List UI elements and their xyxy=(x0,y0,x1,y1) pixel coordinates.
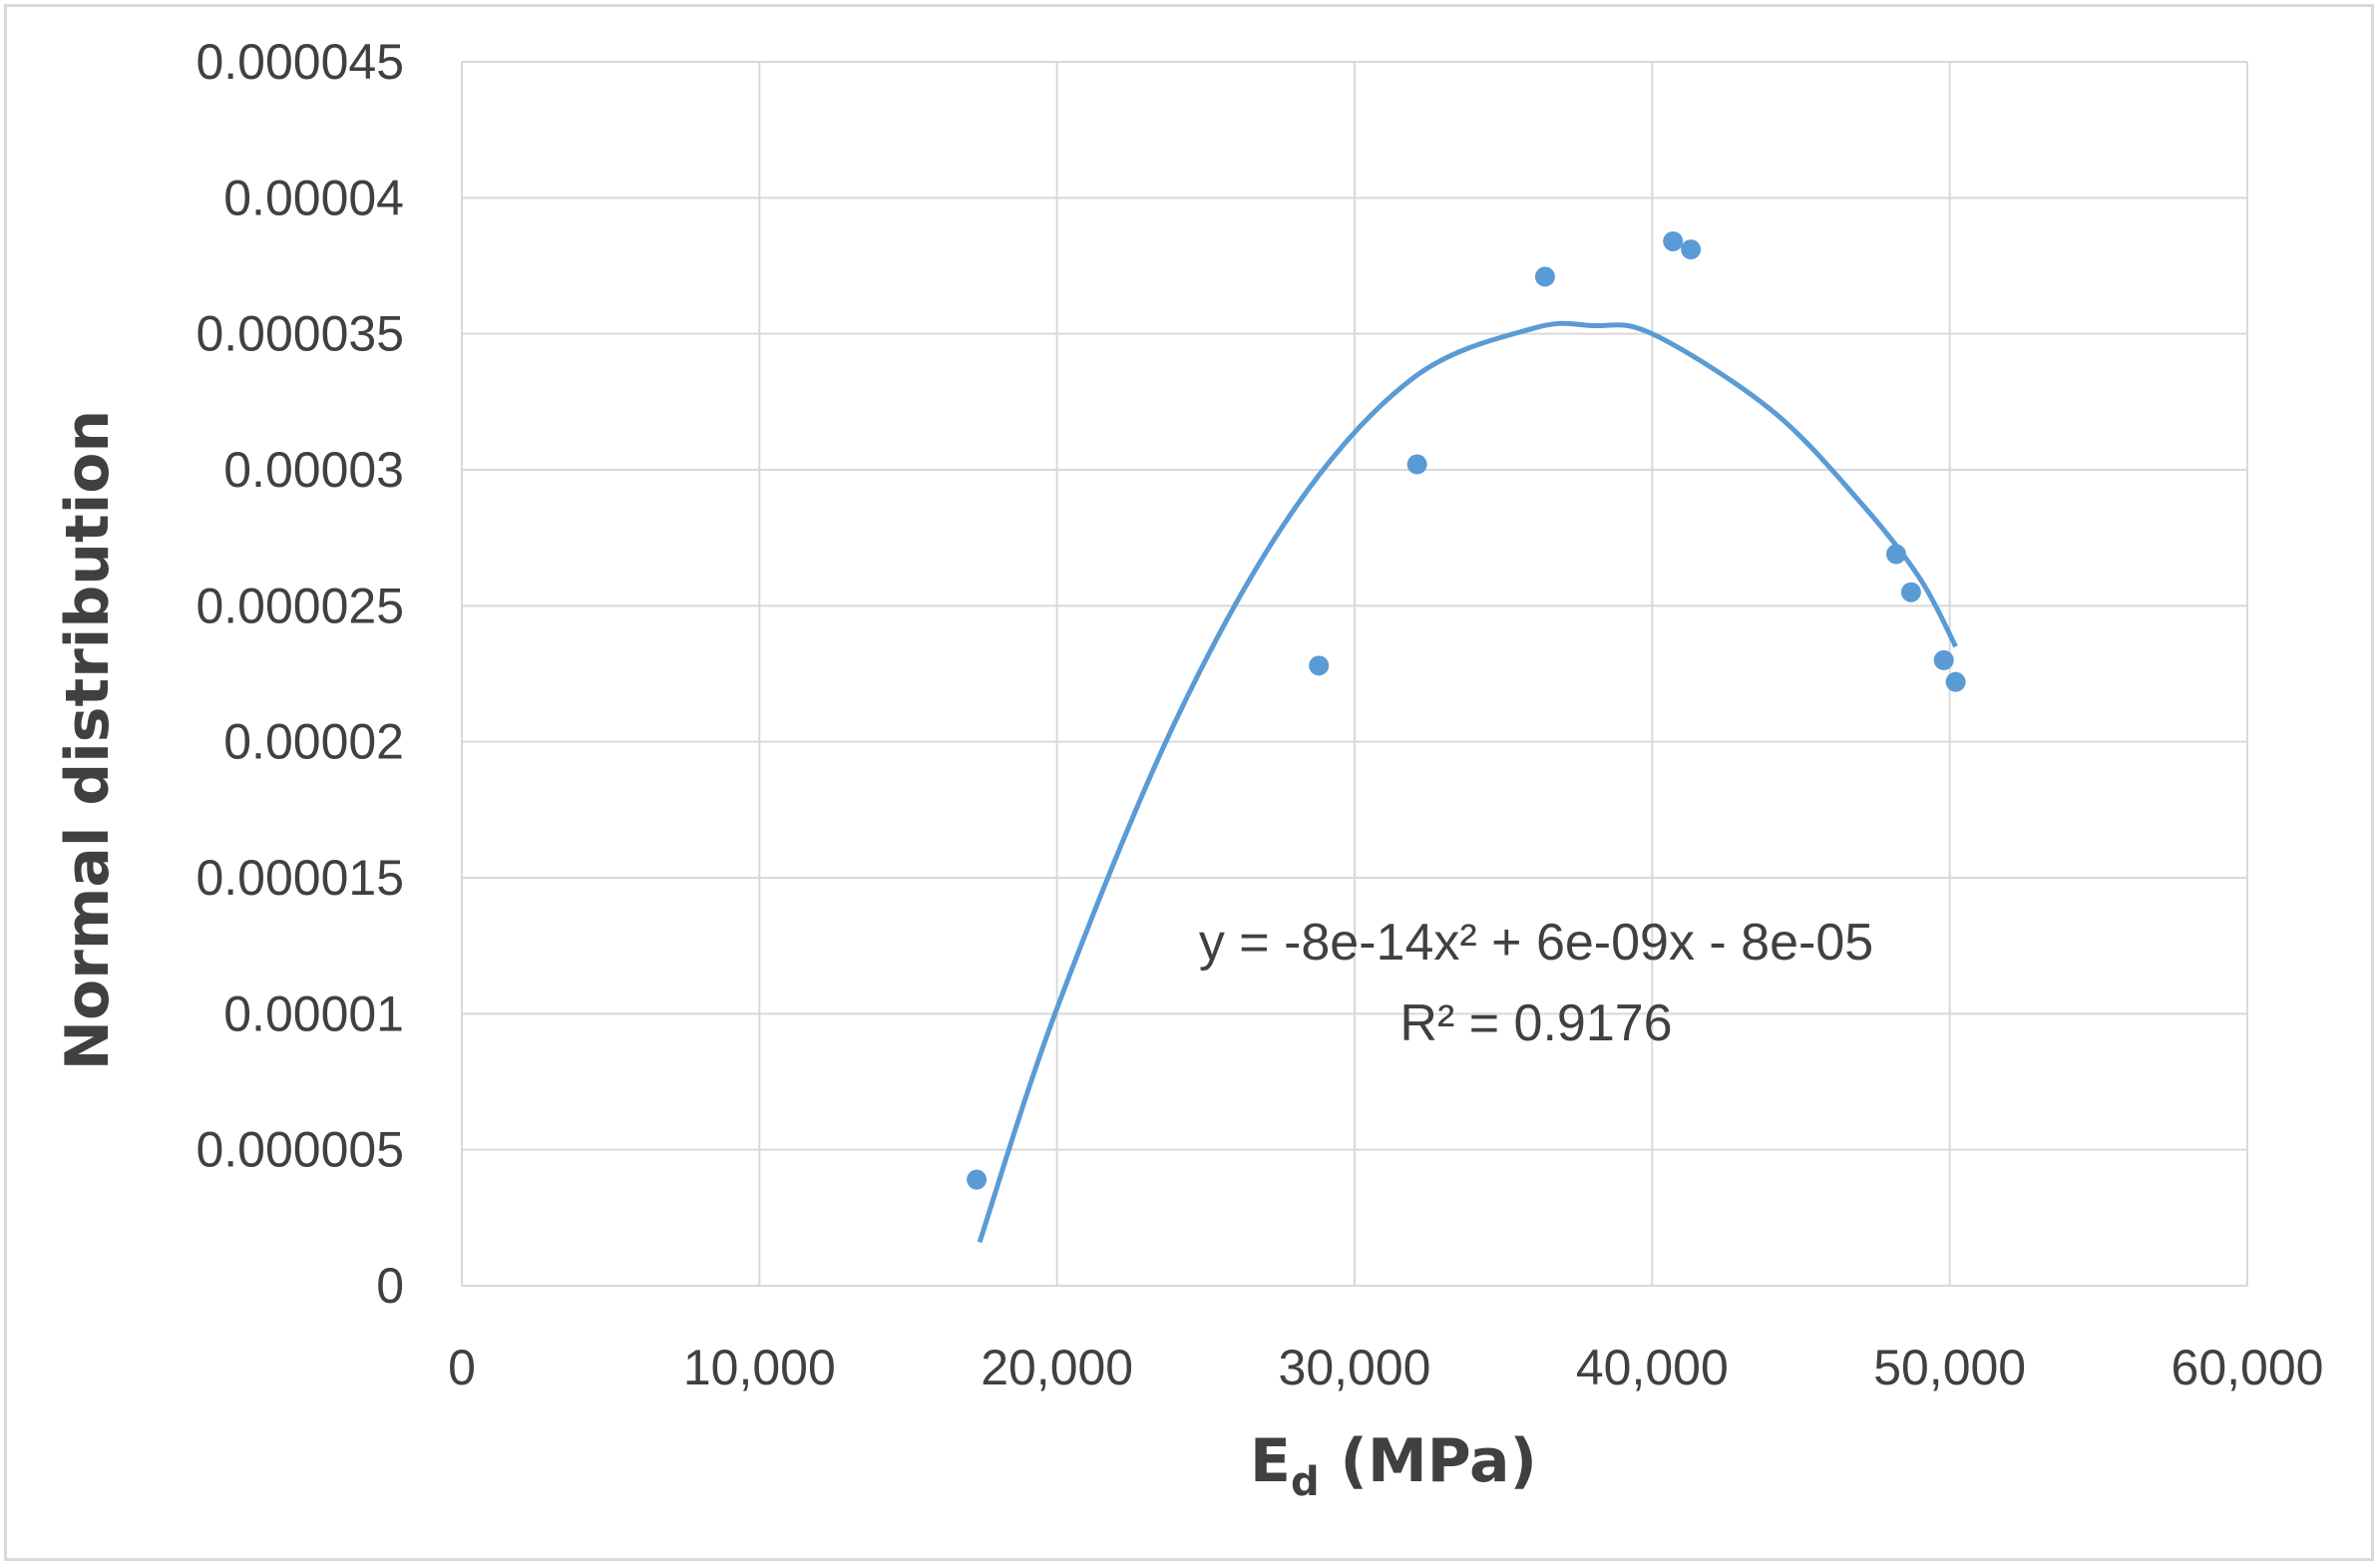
y-tick-label-4: 0.00002 xyxy=(223,714,404,770)
data-point-8 xyxy=(1933,649,1954,670)
y-tick-label-9: 0.000045 xyxy=(196,34,404,90)
y-tick-label-6: 0.00003 xyxy=(223,442,404,498)
data-point-4 xyxy=(1663,230,1684,251)
y-tick-label-1: 0.000005 xyxy=(196,1122,404,1178)
y-tick-label-7: 0.000035 xyxy=(196,306,404,362)
x-axis-title: Ed (MPa) xyxy=(1250,1426,1537,1505)
y-tick-label-3: 0.000015 xyxy=(196,850,404,906)
data-point-1 xyxy=(1309,655,1330,676)
x-axis-title-main: E xyxy=(1250,1426,1291,1496)
x-tick-label-3: 30,000 xyxy=(1279,1340,1431,1395)
y-tick-label-5: 0.000025 xyxy=(196,578,404,633)
r-squared-label: R² = 0.9176 xyxy=(1399,994,1672,1052)
x-tick-label-1: 10,000 xyxy=(683,1340,836,1395)
y-tick-label-8: 0.00004 xyxy=(223,170,404,225)
data-point-5 xyxy=(1681,239,1702,260)
x-axis-title-unit: (MPa) xyxy=(1320,1426,1537,1496)
y-axis-title: Normal distribution xyxy=(53,410,123,1070)
data-point-3 xyxy=(1534,266,1555,287)
y-tick-label-0: 0 xyxy=(376,1258,404,1314)
data-points xyxy=(967,230,1966,1190)
chart-frame xyxy=(4,4,2374,1561)
x-tick-label-4: 40,000 xyxy=(1576,1340,1729,1395)
x-tick-label-5: 50,000 xyxy=(1873,1340,2026,1395)
x-tick-label-0: 0 xyxy=(448,1340,476,1395)
x-axis-ticks: 0 10,000 20,000 30,000 40,000 50,000 60,000 xyxy=(448,1340,2323,1395)
data-point-6 xyxy=(1885,544,1906,565)
gridlines xyxy=(461,61,2248,1287)
data-point-7 xyxy=(1900,582,1921,602)
data-point-2 xyxy=(1406,454,1427,475)
x-axis-title-subscript: d xyxy=(1291,1459,1320,1505)
trendline xyxy=(977,320,1958,1244)
y-axis-ticks: 0 0.000005 0.00001 0.000015 0.00002 0.000025 0… xyxy=(196,34,404,1314)
x-tick-label-2: 20,000 xyxy=(981,1340,1133,1395)
trendline-equation: y = -8e-14x² + 6e-09x - 8e-05 xyxy=(1199,914,1873,972)
data-point-9 xyxy=(1945,671,1966,692)
data-point-0 xyxy=(967,1169,988,1190)
y-tick-label-2: 0.00001 xyxy=(223,985,404,1041)
x-tick-label-6: 60,000 xyxy=(2172,1340,2324,1395)
